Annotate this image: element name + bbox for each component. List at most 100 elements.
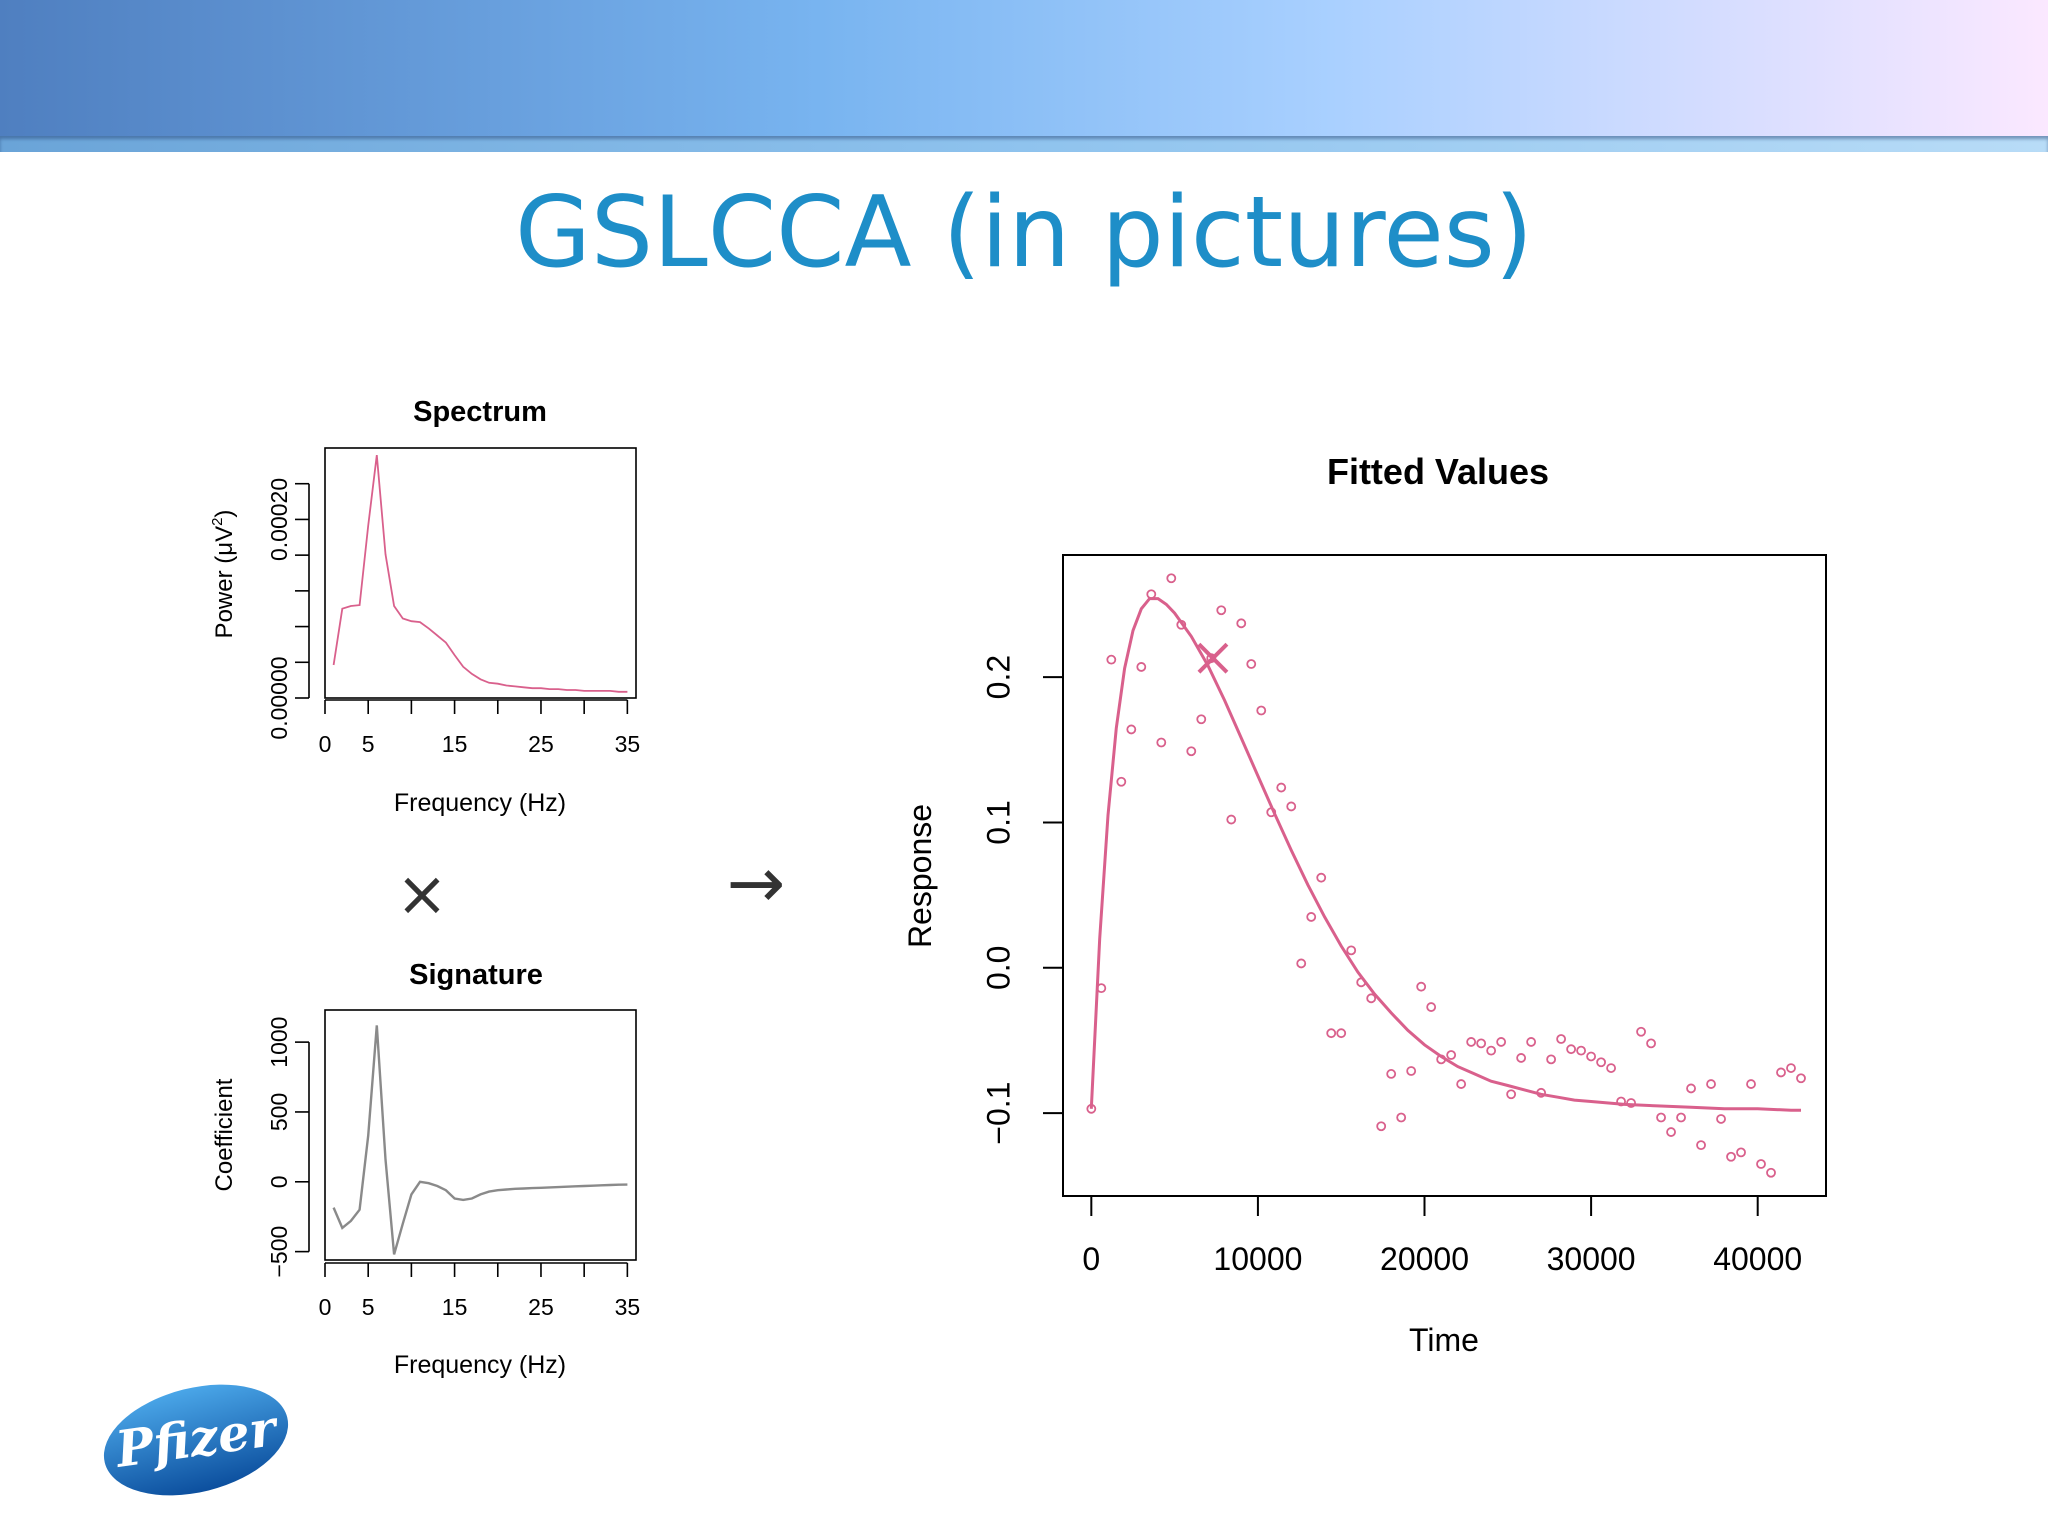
data-point	[1296, 958, 1307, 969]
multiply-symbol: ×	[396, 857, 448, 930]
arrow-symbol: →	[727, 842, 786, 924]
data-point	[1286, 801, 1297, 812]
data-point	[1686, 1083, 1696, 1094]
fitted-title: Fitted Values	[1327, 451, 1549, 492]
data-point	[1116, 776, 1127, 787]
spectrum-x-tick-label: 0	[319, 731, 332, 757]
fitted-values-x-tick-label: 40000	[1713, 1241, 1802, 1277]
signature-x-tick-label: 5	[362, 1294, 375, 1320]
highlight-marker	[1197, 642, 1229, 674]
data-point	[1556, 1034, 1567, 1044]
data-point	[1736, 1147, 1746, 1158]
data-point	[1146, 589, 1157, 600]
data-point	[1796, 1073, 1806, 1084]
signature-y-tick-label: −500	[266, 1226, 292, 1278]
fitted-values-x-tick-label: 30000	[1547, 1241, 1636, 1277]
signature-x-tick-label: 0	[319, 1294, 332, 1320]
data-point	[1256, 705, 1267, 716]
signature-xlabel: Frequency (Hz)	[394, 1351, 566, 1379]
data-point	[1756, 1159, 1766, 1169]
data-point	[1586, 1051, 1597, 1062]
data-point	[1636, 1026, 1646, 1037]
fitted-values-x-tick-label: 10000	[1213, 1241, 1302, 1277]
data-point	[1216, 605, 1227, 616]
spectrum-plot-frame	[324, 447, 637, 699]
data-point	[1596, 1057, 1606, 1068]
spectrum-xlabel: Frequency (Hz)	[394, 789, 566, 817]
signature-y-tick-label: 500	[266, 1093, 292, 1131]
data-point	[1496, 1037, 1507, 1047]
fitted-ylabel: Response	[902, 804, 938, 948]
data-point	[1526, 1037, 1537, 1047]
data-point	[1776, 1067, 1786, 1078]
spectrum-x-tick-label: 5	[362, 731, 375, 757]
data-point	[1166, 573, 1177, 584]
spectrum-x-tick-label: 35	[615, 731, 641, 757]
fitted-values-chart: Fitted Values Time Response 0 10000 20000 3…	[902, 451, 1827, 1358]
fitted-values-plot-frame	[1062, 554, 1827, 1197]
data-point	[1506, 1089, 1517, 1100]
pfizer-logo: Pfizer	[103, 1384, 289, 1496]
data-point	[1276, 782, 1287, 793]
data-point	[1236, 618, 1247, 629]
spectrum-x-tick-label: 15	[442, 731, 468, 757]
data-point	[1366, 993, 1377, 1004]
data-point	[1666, 1127, 1676, 1137]
spectrum-ylabel-suffix: )	[211, 510, 238, 518]
data-point	[1446, 1050, 1457, 1060]
data-point	[1246, 659, 1257, 669]
data-point	[1306, 912, 1317, 922]
fitted-xlabel: Time	[1409, 1322, 1479, 1358]
data-point	[1516, 1053, 1527, 1063]
data-point	[1406, 1066, 1417, 1076]
data-point	[1566, 1044, 1577, 1055]
data-point	[1646, 1038, 1656, 1049]
data-point	[1726, 1151, 1736, 1162]
data-point	[1186, 746, 1197, 757]
data-point	[1316, 872, 1327, 883]
data-point	[1376, 1121, 1387, 1132]
fitted-values-y-tick-label: 0.2	[980, 655, 1016, 699]
spectrum-ylabel-prefix: Power (μV	[211, 526, 238, 639]
spectrum-y-tick-label: 0.00000	[266, 656, 292, 739]
spectrum-ylabel: Power (μV2)	[209, 510, 238, 639]
signature-y-tick-label: 0	[266, 1175, 292, 1188]
data-point	[1416, 981, 1427, 992]
header-stripe	[0, 136, 2048, 152]
signature-ylabel: Coefficient	[211, 1078, 238, 1191]
spectrum-title: Spectrum	[413, 396, 547, 428]
data-point	[1486, 1045, 1497, 1056]
signature-title: Signature	[409, 959, 543, 991]
signature-y-tick-label: 1000	[266, 1017, 292, 1068]
signature-chart: Signature Frequency (Hz) Coefficient 0 5 1…	[211, 959, 640, 1379]
data-point	[1466, 1037, 1477, 1047]
data-point	[1706, 1079, 1716, 1089]
spectrum-y-tick-label: 0.00020	[266, 478, 292, 561]
data-point	[1716, 1114, 1726, 1124]
data-point	[1346, 945, 1357, 956]
fitted-curve	[1089, 597, 1801, 1112]
data-point	[1156, 737, 1167, 748]
fitted-values-x-tick-label: 20000	[1380, 1241, 1469, 1277]
signature-plot-frame	[324, 1009, 637, 1261]
data-point	[1766, 1167, 1776, 1178]
data-point	[1396, 1112, 1407, 1123]
data-point	[1136, 662, 1147, 672]
signature-x-tick-label: 15	[442, 1294, 468, 1320]
data-point	[1226, 814, 1237, 825]
data-point	[1576, 1045, 1587, 1056]
data-point	[1626, 1098, 1636, 1108]
data-point	[1126, 724, 1137, 735]
spectrum-series-line	[332, 454, 628, 693]
data-point	[1456, 1079, 1467, 1089]
fitted-values-x-tick-label: 0	[1082, 1241, 1100, 1277]
data-point	[1676, 1112, 1686, 1123]
data-point	[1546, 1054, 1557, 1065]
data-point	[1106, 654, 1117, 665]
fitted-values-y-tick-label: 0.0	[980, 946, 1016, 990]
data-point	[1606, 1063, 1616, 1073]
fitted-values-y-tick-label: −0.1	[980, 1082, 1016, 1145]
data-point	[1746, 1079, 1756, 1089]
data-point	[1386, 1069, 1397, 1079]
